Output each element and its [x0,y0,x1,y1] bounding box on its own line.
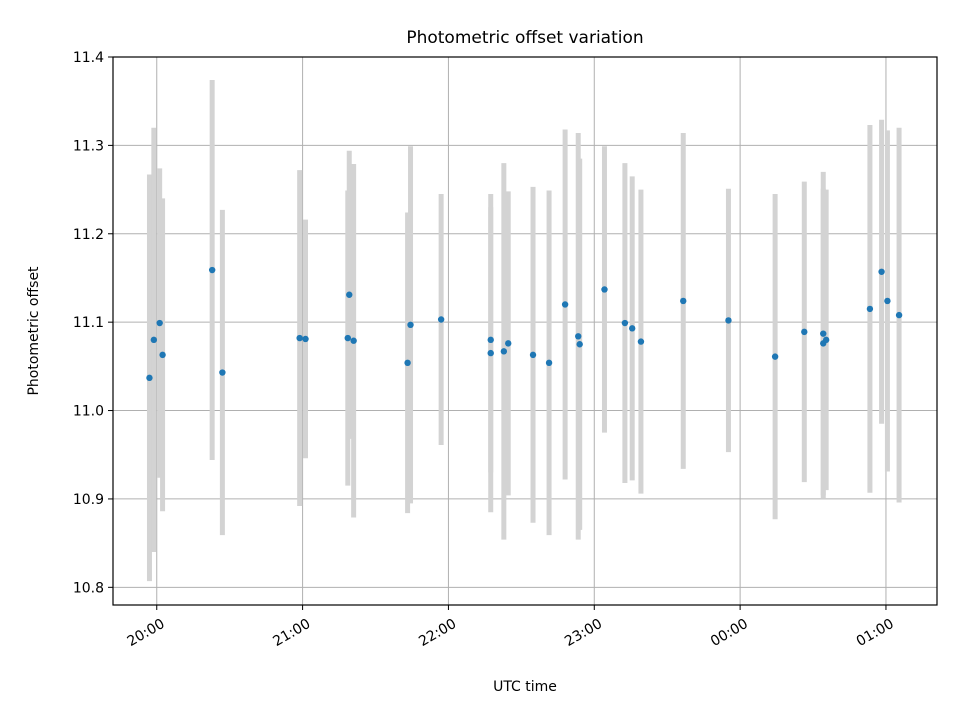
y-axis: 10.8 10.9 11.0 11.1 11.2 11.3 11.4 [73,50,113,596]
data-point [487,349,494,357]
data-point [296,334,303,342]
data-point [159,351,166,359]
x-tick-label: 00:00 [708,616,751,650]
x-tick-label: 01:00 [854,616,897,650]
data-point [146,374,153,382]
data-point [771,353,779,360]
y-tick-label: 10.8 [73,580,104,596]
x-tick-label: 22:00 [416,616,459,650]
data-point [601,286,608,293]
data-point [884,297,891,305]
y-tick-label: 11.4 [73,50,104,66]
error-bars [146,79,902,582]
data-point [866,305,874,313]
data-point [680,297,687,305]
grid [113,56,937,605]
data-point [350,337,357,344]
x-tick-label: 20:00 [125,616,168,650]
data-point [621,319,629,327]
data-point [156,319,163,327]
data-point [500,348,508,355]
data-point [529,351,537,359]
data-point [628,325,636,332]
data-point [576,341,583,348]
data-point [801,328,808,336]
y-tick-label: 11.0 [73,404,104,420]
data-points [146,266,903,382]
data-point [346,291,353,298]
data-point [561,301,569,308]
y-tick-label: 11.1 [73,315,104,331]
y-axis-label: Photometric offset [26,266,42,396]
y-tick-label: 11.3 [73,138,104,154]
chart-title: Photometric offset variation [406,28,643,48]
data-point [820,330,827,337]
x-tick-label: 21:00 [270,616,313,650]
data-point [575,333,582,340]
data-point [344,334,352,342]
data-point [878,268,885,275]
x-tick-label: 23:00 [562,616,605,650]
data-point [150,336,158,344]
y-tick-label: 10.9 [73,492,104,508]
data-point [545,359,553,367]
data-point [219,369,226,376]
data-point [822,336,830,344]
data-point [208,266,216,274]
data-point [637,338,645,345]
data-point [895,311,903,319]
x-axis-label: UTC time [493,679,557,695]
plot-frame [112,56,938,606]
data-point [725,317,732,324]
data-point [407,321,414,329]
data-point [487,336,494,344]
y-tick-label: 11.2 [73,227,104,243]
x-axis: 20:00 21:00 22:00 23:00 00:00 01:00 [125,605,897,650]
data-point [505,340,512,347]
data-point [302,335,309,343]
data-point [437,316,445,323]
data-point [404,359,411,367]
